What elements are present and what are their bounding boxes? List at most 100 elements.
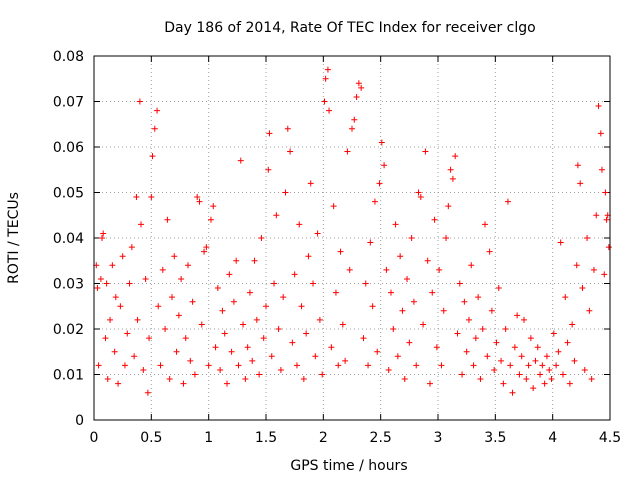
data-point xyxy=(275,326,282,332)
data-point xyxy=(128,244,135,251)
x-tick-label: 4.5 xyxy=(599,430,621,446)
data-point xyxy=(523,376,530,383)
data-point xyxy=(465,316,472,323)
data-point xyxy=(300,376,307,383)
data-point xyxy=(266,130,273,137)
y-tick-label: 0.01 xyxy=(53,368,84,384)
data-point xyxy=(417,194,424,201)
data-point xyxy=(324,66,331,73)
data-point xyxy=(378,139,385,146)
data-point xyxy=(574,162,581,169)
data-point xyxy=(134,316,141,323)
data-point xyxy=(394,353,401,360)
data-point xyxy=(500,380,507,387)
data-point xyxy=(588,376,595,383)
data-point xyxy=(355,80,362,87)
data-point xyxy=(291,271,298,278)
data-point xyxy=(207,216,214,223)
y-tick-label: 0.04 xyxy=(53,231,84,247)
data-point xyxy=(171,253,178,260)
data-point xyxy=(332,289,339,296)
data-point xyxy=(314,230,321,237)
data-point xyxy=(321,98,328,105)
data-point xyxy=(420,321,427,328)
y-tick-label: 0.03 xyxy=(53,277,84,293)
data-point xyxy=(185,262,192,269)
data-point xyxy=(365,362,372,369)
data-point xyxy=(456,280,463,287)
y-axis-label: ROTI / TECUs xyxy=(6,192,22,284)
data-point xyxy=(99,235,106,241)
data-point xyxy=(573,262,580,269)
data-point xyxy=(488,307,495,314)
y-tick-label: 0 xyxy=(75,413,84,429)
data-point xyxy=(562,294,569,301)
data-point xyxy=(344,148,351,155)
data-point xyxy=(322,75,329,82)
y-tick-label: 0.08 xyxy=(53,49,84,65)
x-tick-label: 0.5 xyxy=(140,430,162,446)
data-point xyxy=(358,84,365,91)
data-point xyxy=(221,330,228,337)
data-point xyxy=(159,266,166,273)
data-point xyxy=(214,285,221,292)
data-point xyxy=(581,366,588,373)
data-point xyxy=(546,366,553,373)
data-point xyxy=(97,275,104,282)
data-point xyxy=(369,303,376,310)
data-point xyxy=(397,253,404,260)
x-axis-label: GPS time / hours xyxy=(290,458,407,474)
data-point xyxy=(95,362,102,369)
data-point xyxy=(445,203,452,210)
data-point xyxy=(602,189,609,196)
data-point xyxy=(495,285,502,292)
data-point xyxy=(447,166,454,173)
data-point xyxy=(246,289,253,296)
data-point xyxy=(235,362,242,369)
data-point xyxy=(586,307,593,314)
data-point xyxy=(577,180,584,187)
data-point xyxy=(470,362,477,369)
data-point xyxy=(268,353,275,360)
data-point xyxy=(217,366,224,373)
data-point xyxy=(224,380,231,387)
data-point xyxy=(452,153,459,160)
data-point xyxy=(415,189,422,196)
data-point xyxy=(284,125,291,132)
data-point xyxy=(511,344,518,351)
data-point xyxy=(351,116,358,123)
data-point xyxy=(401,376,408,383)
data-point xyxy=(109,262,116,269)
data-point xyxy=(157,362,164,369)
data-point xyxy=(251,257,258,264)
data-point xyxy=(154,107,161,114)
data-point xyxy=(102,335,109,342)
y-tick-label: 0.02 xyxy=(53,322,84,338)
data-point xyxy=(475,294,482,301)
data-point xyxy=(504,198,511,205)
data-point xyxy=(408,235,415,241)
data-point xyxy=(406,339,413,346)
data-point xyxy=(296,221,303,228)
data-point xyxy=(440,307,447,314)
data-point xyxy=(226,271,233,278)
data-point xyxy=(335,362,342,369)
data-point xyxy=(121,362,128,369)
x-tick-label: 1 xyxy=(204,430,213,446)
data-point xyxy=(527,335,534,342)
data-point xyxy=(326,107,333,114)
data-point xyxy=(342,357,349,364)
data-point xyxy=(136,98,143,105)
x-tick-label: 2.5 xyxy=(370,430,392,446)
data-point xyxy=(362,280,369,287)
data-point xyxy=(431,216,438,223)
data-point xyxy=(168,294,175,301)
data-point xyxy=(590,266,597,273)
data-point xyxy=(339,321,346,328)
data-point xyxy=(328,344,335,351)
data-point xyxy=(260,335,267,342)
data-point xyxy=(433,344,440,351)
data-point xyxy=(507,362,514,369)
data-point xyxy=(142,275,149,282)
chart-title: Day 186 of 2014, Rate Of TEC Index for r… xyxy=(164,20,535,36)
